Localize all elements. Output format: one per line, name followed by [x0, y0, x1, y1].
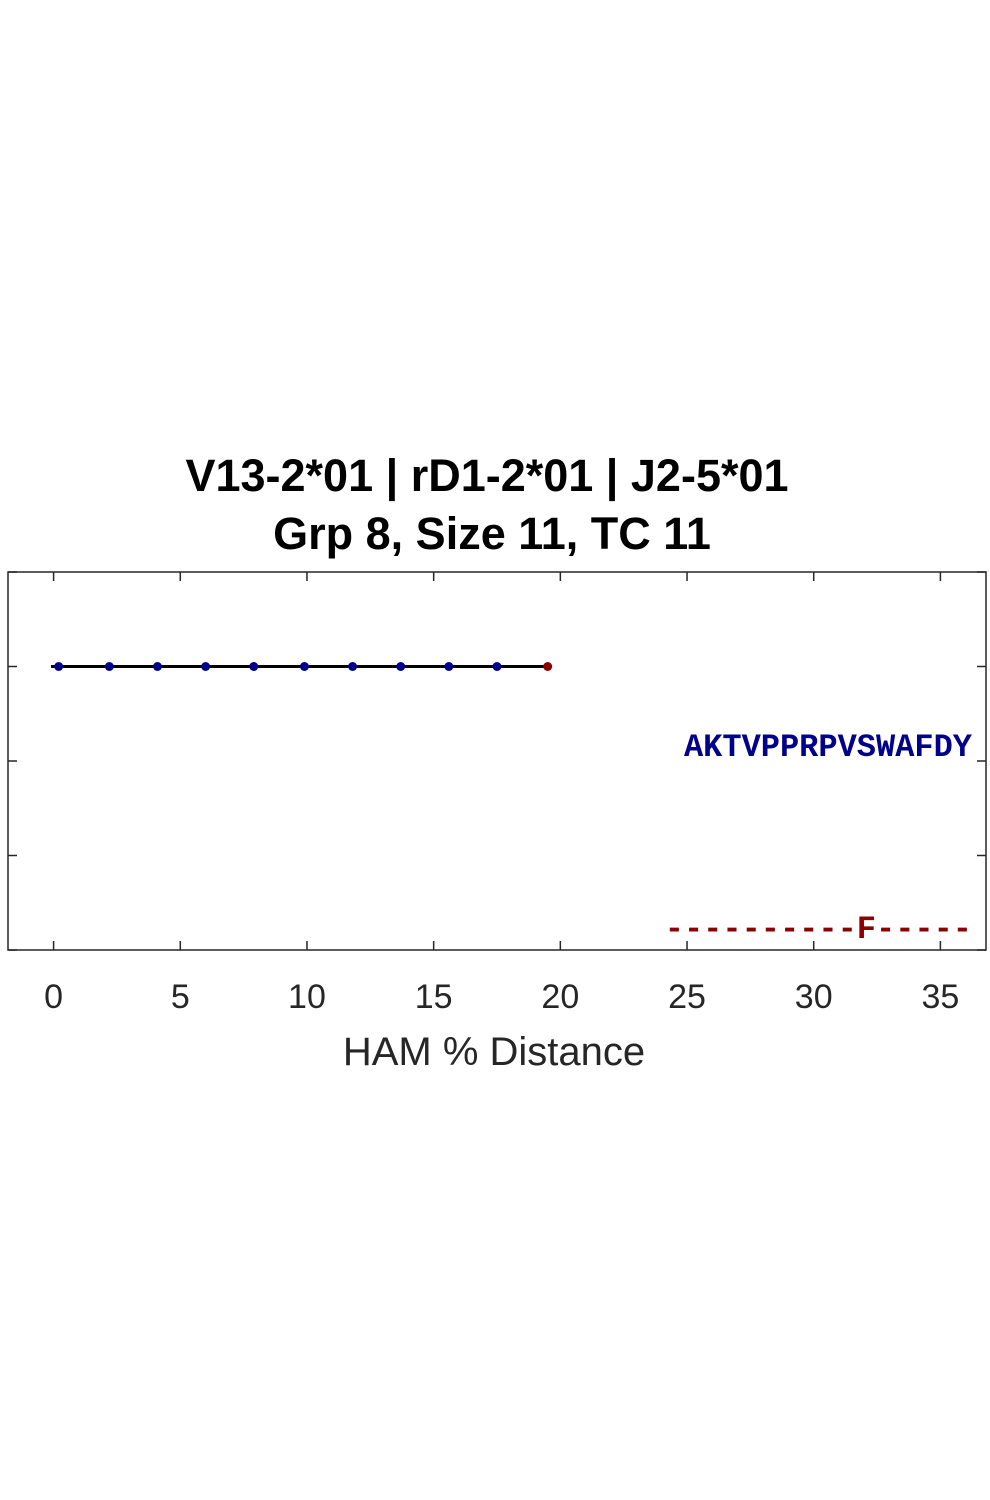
y-axis-ticks	[8, 571, 986, 951]
x-tick-label: 35	[921, 978, 959, 1016]
data-point-0	[54, 662, 64, 671]
x-axis-tick-labels: 0 5 10 15 20 25 30 35	[44, 978, 959, 1016]
data-point-6	[348, 662, 358, 671]
x-tick-label: 30	[795, 978, 833, 1016]
data-point-1	[104, 662, 114, 671]
data-point-9	[492, 662, 502, 671]
x-tick-label: 5	[171, 978, 190, 1016]
x-tick-label: 25	[668, 978, 706, 1016]
sequence-annotation-main: AKTVPPRPVSWAFDY	[684, 729, 973, 766]
chart-title-line-2: Grp 8, Size 11, TC 11	[273, 508, 711, 559]
x-axis-label: HAM % Distance	[343, 1030, 645, 1074]
series-group	[51, 662, 553, 671]
chart-title-line-1: V13-2*01 | rD1-2*01 | J2-5*01	[185, 450, 788, 502]
data-point-8	[444, 662, 454, 671]
x-tick-label: 10	[288, 978, 326, 1016]
data-point-5	[299, 662, 309, 671]
data-point-4	[249, 662, 259, 671]
sequence-annotation-mutation: ----------F-----	[665, 911, 972, 948]
data-point-7	[396, 662, 406, 671]
data-point-2	[152, 662, 162, 671]
x-tick-label: 15	[415, 978, 453, 1016]
x-tick-label: 20	[541, 978, 579, 1016]
x-tick-label: 0	[44, 978, 63, 1016]
data-point-10	[543, 662, 553, 671]
x-axis-ticks	[52, 572, 942, 950]
data-point-3	[201, 662, 211, 671]
